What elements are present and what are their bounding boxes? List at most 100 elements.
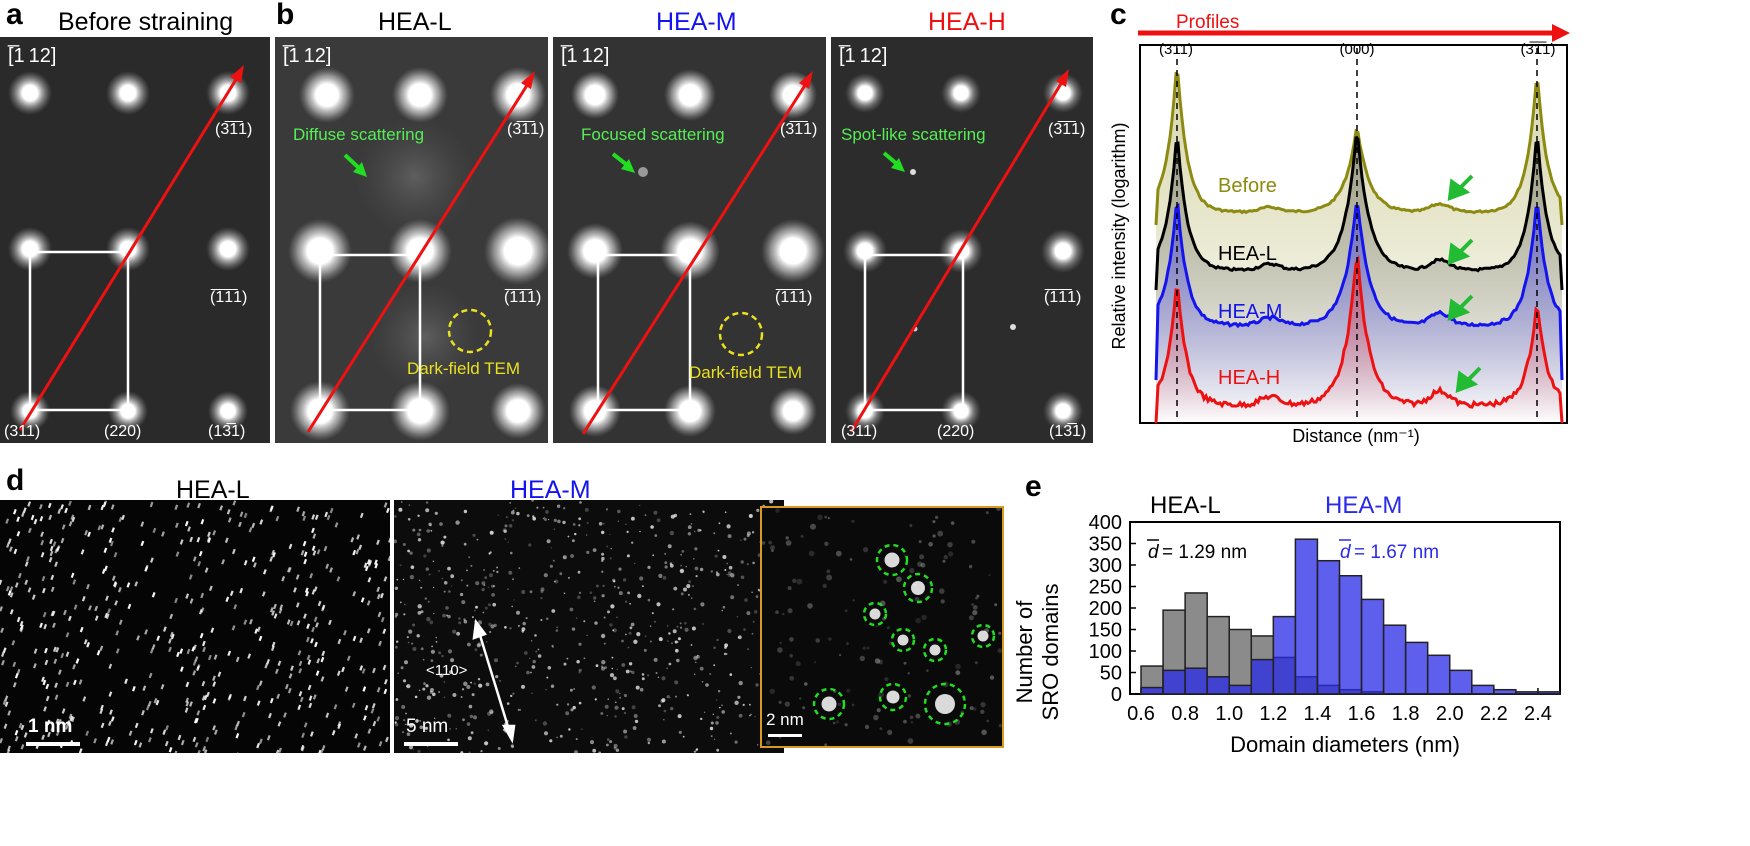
bar-hea-m <box>1294 538 1319 695</box>
darkfield-inset-zoom: 2 nm <box>760 506 1004 748</box>
profile-arrow <box>306 71 535 433</box>
sro-domain-marker <box>923 682 967 726</box>
profile-arrow <box>581 71 813 435</box>
dark-field-label: Dark-field TEM <box>689 363 803 382</box>
hist-x-label: Domain diameters (nm) <box>1230 732 1460 757</box>
bar-hea-m <box>1382 624 1407 695</box>
series-label-hea-l: HEA-L <box>1218 243 1277 265</box>
spot-label-131bar: (13̅1) <box>208 423 246 440</box>
bar-hea-l <box>1228 628 1253 695</box>
sro-domain-marker <box>890 627 916 653</box>
sro-domain-marker <box>875 543 909 577</box>
mean-symbol-hea-m: d <box>1340 542 1352 563</box>
x-tick-label: 2.4 <box>1524 703 1552 725</box>
profile-line-hea-h <box>1154 254 1564 424</box>
diffraction-pattern-hea-m: [̅1 12] Focused scattering (3̅1̅1) (̅1̅1… <box>553 37 826 443</box>
spot-label-111bar: (̅1̅1̅1) <box>1044 289 1082 306</box>
spot-label-220: (220) <box>104 423 142 440</box>
peak-label-311: (311) <box>1159 41 1193 58</box>
dark-field-aperture <box>718 311 764 357</box>
x-tick-label: 2.0 <box>1436 703 1464 725</box>
green-arrows <box>1447 174 1482 394</box>
y-tick-label: 300 <box>1089 555 1122 577</box>
spot-label-311: (311) <box>4 423 41 440</box>
panel-label-c: c <box>1110 0 1127 31</box>
panel-d1-title: HEA-L <box>176 476 250 504</box>
green-arrow <box>343 153 367 177</box>
green-arrow <box>882 151 905 172</box>
x-tick-label: 1.8 <box>1392 703 1420 725</box>
mean-value-hea-m: = 1.67 nm <box>1354 542 1439 563</box>
legend-hea-l: HEA-L <box>1150 492 1221 519</box>
profile-curves <box>1154 71 1564 424</box>
spot-label-311bar: (3̅1̅1) <box>215 121 253 138</box>
hrtem-image-hea-l: 1 nm <box>0 500 390 753</box>
y-axis-label: Relative intensity (logarithm) <box>1109 122 1129 349</box>
bar-hea-m <box>1272 615 1297 695</box>
x-tick-label: 1.2 <box>1259 703 1287 725</box>
panel-a-title: Before straining <box>58 8 234 36</box>
hist-y-label-2: SRO domains <box>1038 584 1063 721</box>
bar-hea-m <box>1515 691 1539 695</box>
y-tick-label: 200 <box>1089 598 1122 620</box>
bar-hea-m <box>1448 669 1473 695</box>
unit-cell-box <box>318 253 422 412</box>
spot-label-131bar: (13̅1) <box>1049 423 1087 440</box>
y-tick-label: 150 <box>1089 620 1122 642</box>
legend-hea-m: HEA-M <box>1325 492 1402 519</box>
panel-label-e: e <box>1025 470 1042 503</box>
panel-label-a: a <box>6 0 23 31</box>
scattering-note: Diffuse scattering <box>293 125 425 144</box>
bar-hea-m <box>1471 684 1495 695</box>
spot-label-111bar: (̅1̅1̅1) <box>504 289 542 306</box>
spot-label-111bar: (̅1̅1̅1) <box>775 289 813 306</box>
y-tick-label: 0 <box>1111 684 1122 706</box>
bar-hea-m <box>1493 688 1517 695</box>
profile-line-hea-l <box>1154 136 1564 291</box>
scattering-note: Spot-like scattering <box>841 125 986 144</box>
scale-bar-2nm: 2 nm <box>766 710 804 729</box>
x-tick-label: 0.8 <box>1171 703 1199 725</box>
y-tick-label: 400 <box>1089 512 1122 534</box>
scattering-note: Focused scattering <box>581 125 725 144</box>
spot-label-311bar: (3̅1̅1) <box>1048 121 1086 138</box>
diffraction-pattern-hea-l: [̅1 12] Diffuse scattering (3̅1̅1) (̅1̅1… <box>275 37 548 443</box>
sro-domain-marker <box>862 601 888 627</box>
profile-fill-3 <box>1156 260 1562 423</box>
y-tick-label: 250 <box>1089 577 1122 599</box>
panel-label-d: d <box>6 464 25 497</box>
bar-hea-m <box>1316 559 1341 695</box>
peak-label-311bar: (3̅1̅1) <box>1520 41 1555 58</box>
panel-d2-title: HEA-M <box>510 476 591 504</box>
unit-cell-box <box>596 253 692 412</box>
panel-label-b: b <box>276 0 295 31</box>
zone-axis-label: [̅1 12] <box>283 45 332 67</box>
mean-value-hea-l: = 1.29 nm <box>1162 542 1247 563</box>
x-tick-label: 1.0 <box>1215 703 1243 725</box>
green-arrow <box>611 152 635 173</box>
x-tick-label: 1.4 <box>1304 703 1332 725</box>
series-label-hea-h: HEA-H <box>1218 367 1280 389</box>
direction-label: <110> <box>426 662 468 679</box>
bar-hea-m <box>1537 691 1561 695</box>
bar-hea-m <box>1162 669 1186 695</box>
series-label-hea-m: HEA-M <box>1218 301 1282 323</box>
bar-hea-m <box>1404 641 1429 695</box>
sro-domain-marker <box>812 687 846 721</box>
unit-cell-box <box>863 253 965 412</box>
sro-domain-marker <box>970 623 996 649</box>
bar-hea-m <box>1184 667 1208 695</box>
sro-domain-marker <box>922 637 948 663</box>
zone-axis-label: [̅1 12] <box>561 45 610 67</box>
histogram-bars <box>1140 538 1561 695</box>
sro-domain-marker <box>878 682 908 712</box>
bar-hea-m <box>1206 676 1230 695</box>
zone-axis-label: [̅1 12] <box>839 45 888 67</box>
y-tick-label: 350 <box>1089 534 1122 556</box>
scale-bar-1nm: 1 nm <box>28 716 73 737</box>
x-tick-label: 2.2 <box>1480 703 1508 725</box>
spot-label-111bar: (̅1̅1̅1) <box>210 289 248 306</box>
mean-symbol-hea-l: d <box>1148 542 1160 563</box>
profiles-header: Profiles <box>1176 12 1239 33</box>
